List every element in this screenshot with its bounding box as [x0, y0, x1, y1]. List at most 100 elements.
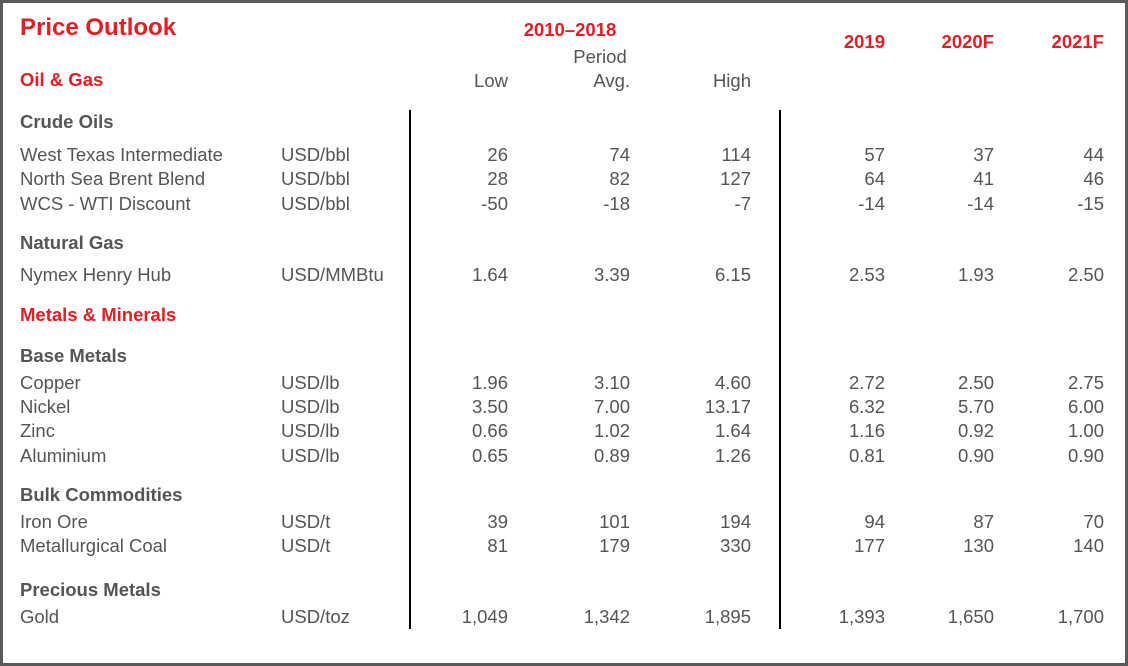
value-cell: 13.17 — [704, 396, 751, 417]
group-heading: Bulk Commodities — [20, 484, 183, 505]
value-cell: 6.00 — [1067, 396, 1104, 417]
value-cell: 0.81 — [848, 445, 885, 466]
row-label: Nymex Henry Hub — [20, 264, 172, 285]
value-cell: 0.65 — [471, 445, 508, 466]
row-unit: USD/bbl — [281, 144, 350, 165]
value-cell: -7 — [734, 193, 751, 214]
row-unit: USD/lb — [281, 445, 340, 466]
value-cell: 2.50 — [1067, 264, 1104, 285]
value-cell: 0.90 — [957, 445, 994, 466]
value-cell: 7.00 — [593, 396, 630, 417]
high-header: High — [712, 70, 751, 91]
group-heading: Natural Gas — [20, 232, 124, 253]
low-header: Low — [474, 70, 508, 91]
value-cell: 3.39 — [593, 264, 630, 285]
row-unit: USD/bbl — [281, 168, 350, 189]
value-cell: -14 — [858, 193, 885, 214]
value-cell: 114 — [721, 144, 752, 165]
value-cell: 194 — [720, 511, 751, 532]
value-cell: 127 — [720, 168, 751, 189]
row-unit: USD/lb — [281, 420, 340, 441]
row-label: Aluminium — [20, 445, 107, 466]
value-cell: 37 — [973, 144, 994, 165]
value-cell: 3.50 — [471, 396, 508, 417]
value-cell: 2.50 — [957, 372, 994, 393]
row-label: Gold — [20, 606, 60, 627]
group-heading: Base Metals — [20, 345, 127, 366]
value-cell: 74 — [609, 144, 630, 165]
value-cell: -18 — [603, 193, 630, 214]
value-cell: -14 — [967, 193, 994, 214]
value-cell: 0.92 — [957, 420, 994, 441]
value-cell: -50 — [481, 193, 508, 214]
value-cell: 1,650 — [947, 606, 994, 627]
value-cell: 1.64 — [714, 420, 751, 441]
row-unit: USD/lb — [281, 372, 340, 393]
value-cell: 6.32 — [848, 396, 885, 417]
page-title: Price Outlook — [20, 14, 177, 41]
value-cell: 2.72 — [848, 372, 885, 393]
row-unit: USD/toz — [281, 606, 350, 627]
value-cell: 28 — [487, 168, 508, 189]
period-range-header: 2010–2018 — [523, 19, 617, 40]
value-cell: 87 — [973, 511, 994, 532]
row-label: WCS - WTI Discount — [20, 193, 191, 214]
value-cell: -15 — [1077, 193, 1104, 214]
value-cell: 82 — [609, 168, 630, 189]
value-cell: 130 — [963, 535, 994, 556]
row-unit: USD/lb — [281, 396, 340, 417]
row-label: West Texas Intermediate — [20, 144, 223, 165]
row-unit: USD/MMBtu — [281, 264, 384, 285]
avg-header: Avg. — [593, 70, 630, 91]
row-label: Zinc — [20, 420, 55, 441]
value-cell: 1.00 — [1067, 420, 1104, 441]
value-cell: 1,700 — [1057, 606, 1104, 627]
category-heading: Oil & Gas — [20, 69, 104, 90]
period-header: Period — [573, 46, 627, 67]
value-cell: 1,895 — [704, 606, 751, 627]
value-cell: 177 — [854, 535, 885, 556]
value-cell: 26 — [487, 144, 508, 165]
year-2020f-header: 2020F — [941, 31, 994, 52]
value-cell: 46 — [1083, 168, 1104, 189]
value-cell: 6.15 — [714, 264, 751, 285]
value-cell: 1.64 — [471, 264, 508, 285]
row-label: Copper — [20, 372, 81, 393]
value-cell: 5.70 — [957, 396, 994, 417]
row-unit: USD/t — [281, 511, 331, 532]
value-cell: 3.10 — [593, 372, 630, 393]
value-cell: 1.26 — [714, 445, 751, 466]
category-heading: Metals & Minerals — [20, 304, 177, 325]
value-cell: 0.90 — [1067, 445, 1104, 466]
value-cell: 57 — [864, 144, 885, 165]
group-heading: Crude Oils — [20, 111, 114, 132]
value-cell: 0.66 — [471, 420, 508, 441]
row-label: Nickel — [20, 396, 71, 417]
year-2019-header: 2019 — [843, 31, 885, 52]
year-2021f-header: 2021F — [1051, 31, 1104, 52]
value-cell: 39 — [487, 511, 508, 532]
row-label: Iron Ore — [20, 511, 88, 532]
value-cell: 1,393 — [838, 606, 885, 627]
row-unit: USD/bbl — [281, 193, 350, 214]
value-cell: 330 — [720, 535, 751, 556]
row-label: Metallurgical Coal — [20, 535, 168, 556]
value-cell: 1.93 — [957, 264, 994, 285]
value-cell: 1,049 — [461, 606, 508, 627]
value-cell: 179 — [599, 535, 630, 556]
value-cell: 140 — [1073, 535, 1104, 556]
value-cell: 101 — [599, 511, 630, 532]
value-cell: 2.75 — [1067, 372, 1104, 393]
value-cell: 1.02 — [593, 420, 630, 441]
value-cell: 4.60 — [714, 372, 751, 393]
value-cell: 64 — [864, 168, 885, 189]
value-cell: 1.96 — [471, 372, 508, 393]
row-label: North Sea Brent Blend — [20, 168, 206, 189]
row-unit: USD/t — [281, 535, 331, 556]
divider-line — [409, 110, 411, 629]
value-cell: 2.53 — [848, 264, 885, 285]
value-cell: 70 — [1083, 511, 1104, 532]
value-cell: 41 — [973, 168, 994, 189]
value-cell: 1.16 — [848, 420, 885, 441]
